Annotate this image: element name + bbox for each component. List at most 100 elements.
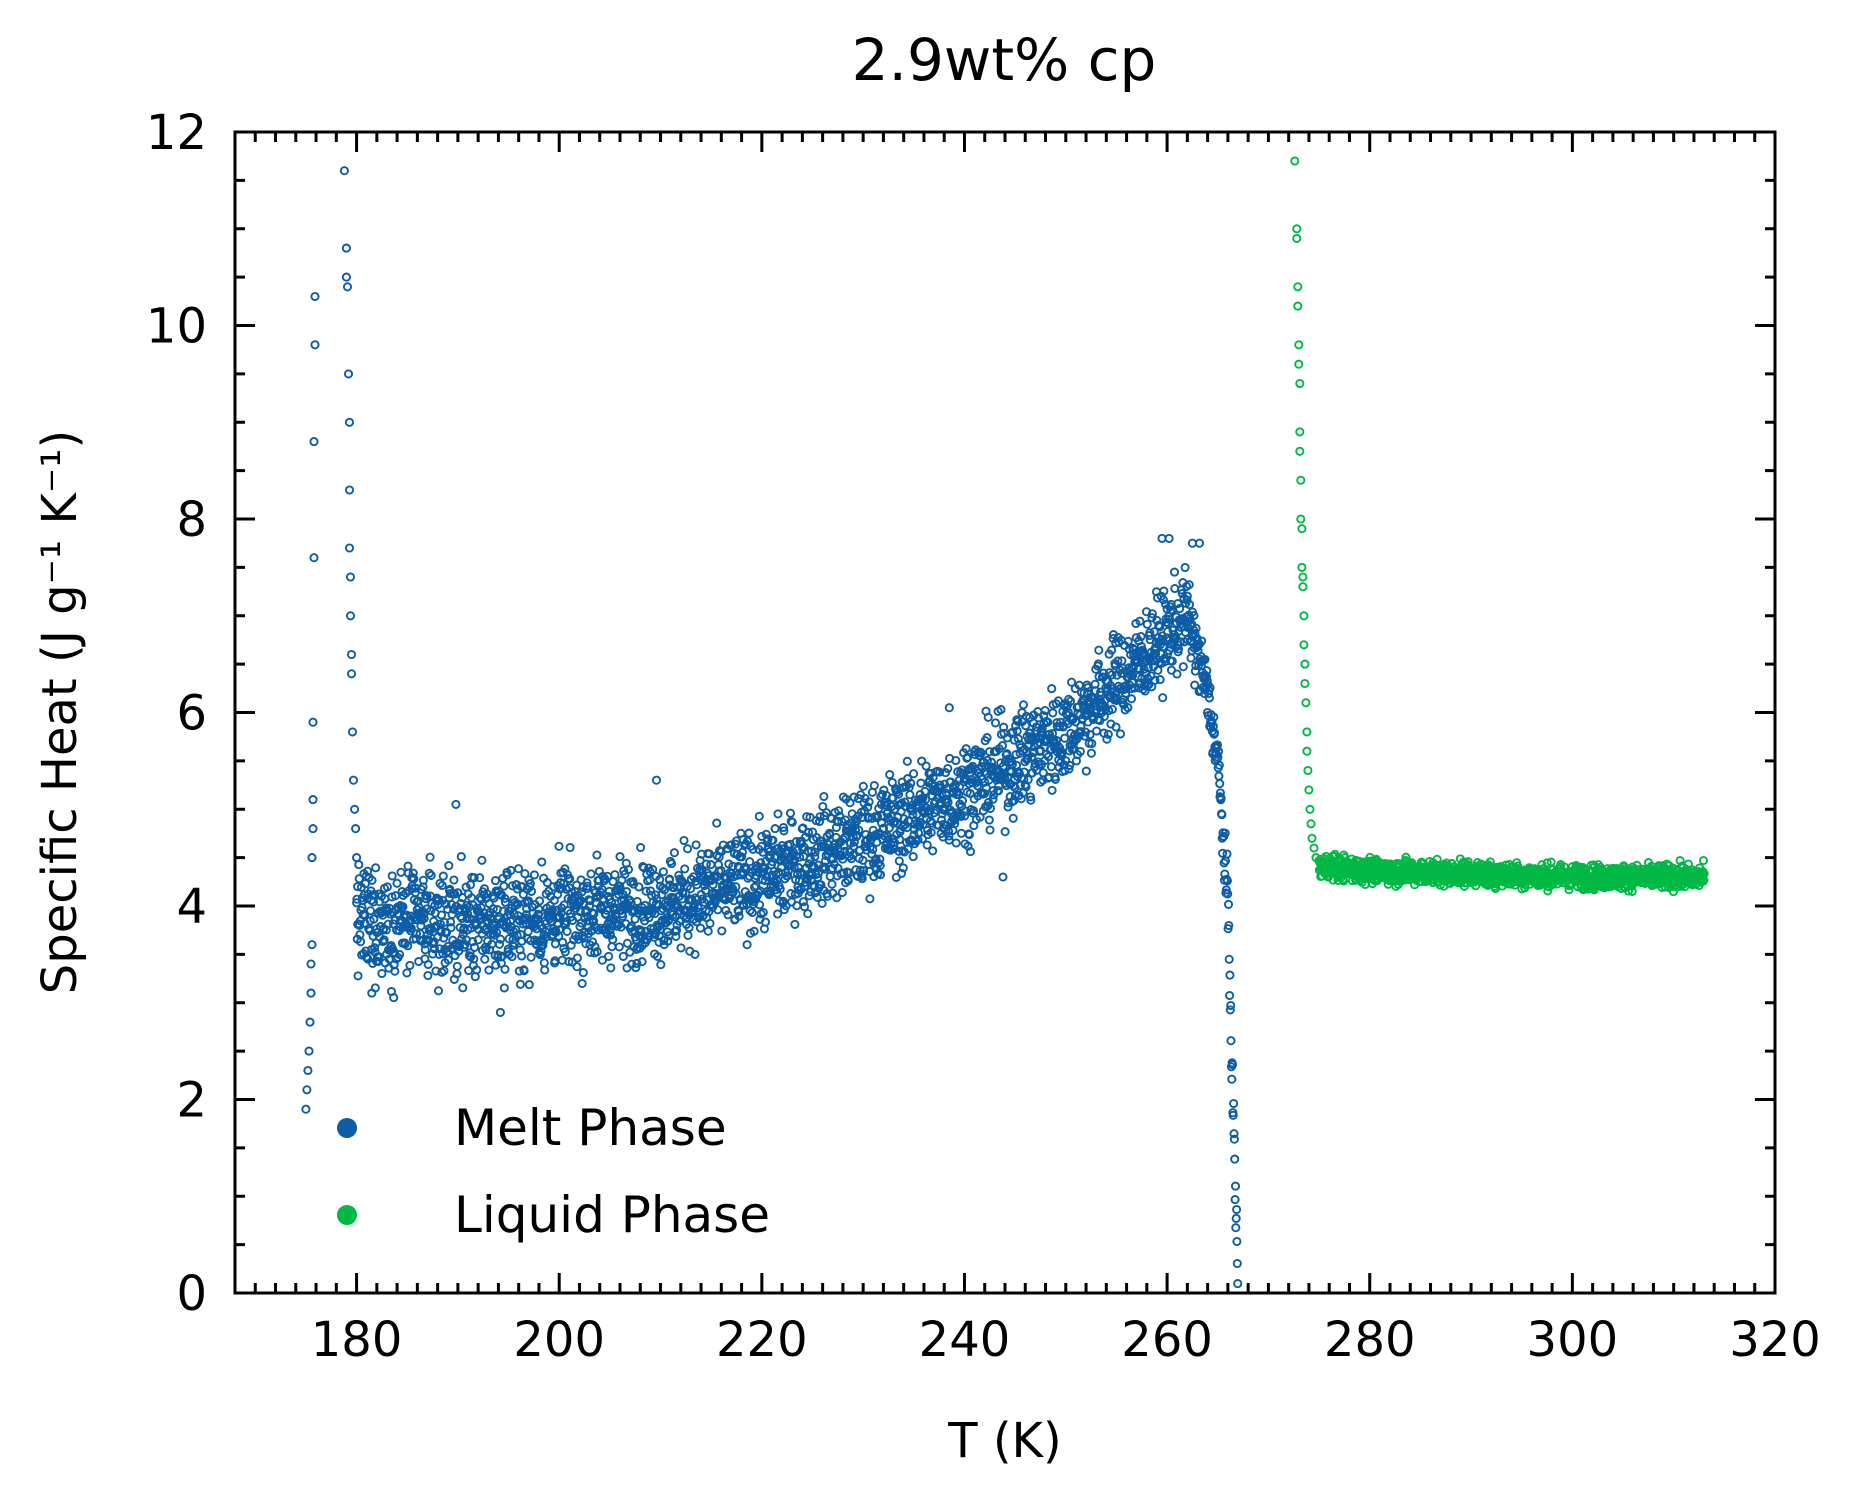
melt-phase-point — [986, 757, 997, 767]
melt-phase-point — [1229, 1098, 1239, 1109]
melt-phase-point — [791, 837, 801, 847]
melt-phase-point — [803, 909, 813, 919]
melt-phase-point — [339, 166, 349, 176]
melt-phase-point — [691, 840, 701, 850]
melt-phase-point — [519, 966, 529, 976]
melt-phase-point — [370, 943, 380, 953]
melt-phase-point — [819, 791, 829, 802]
x-tick-label: 240 — [919, 1312, 1011, 1368]
melt-phase-point — [1228, 1110, 1238, 1120]
melt-phase-point — [954, 782, 965, 792]
melt-phase-point — [1040, 705, 1050, 716]
melt-phase-point — [500, 897, 510, 907]
melt-phase-point — [1229, 1129, 1239, 1139]
melt-phase-point — [1074, 731, 1084, 741]
melt-phase-point — [301, 1104, 311, 1114]
melt-phase-point — [511, 925, 521, 935]
melt-phase-point — [517, 951, 527, 961]
melt-phase-point — [473, 935, 483, 945]
melt-phase-point — [921, 794, 931, 804]
melt-phase-point — [899, 814, 909, 824]
melt-phase-point — [477, 855, 487, 865]
melt-phase-point — [1067, 677, 1077, 687]
melt-phase-point — [703, 926, 713, 936]
melt-phase-point — [737, 852, 747, 862]
melt-phase-point — [1136, 631, 1146, 642]
melt-phase-point — [1142, 619, 1152, 629]
melt-phase-point — [505, 916, 516, 926]
melt-phase-point — [356, 937, 366, 947]
melt-phase-point — [1038, 768, 1048, 778]
melt-phase-point — [439, 917, 449, 927]
melt-phase-point — [618, 951, 628, 961]
liquid-phase-point — [1298, 572, 1308, 582]
melt-phase-point — [520, 869, 530, 879]
melt-phase-point — [935, 767, 945, 777]
melt-phase-point — [1194, 538, 1205, 548]
melt-phase-point — [928, 846, 938, 856]
melt-phase-point — [1232, 1258, 1242, 1269]
melt-phase-point — [449, 875, 459, 885]
melt-phase-point — [943, 826, 954, 836]
melt-phase-point — [812, 892, 822, 902]
melt-phase-point — [341, 243, 351, 253]
melt-phase-point — [306, 959, 316, 969]
y-tick-label: 6 — [176, 686, 207, 742]
melt-phase-point — [658, 883, 668, 893]
liquid-phase-point — [1295, 378, 1305, 389]
melt-phase-point — [537, 857, 547, 867]
liquid-phase-point — [1305, 804, 1315, 814]
melt-phase-point — [810, 847, 820, 857]
melt-phase-point — [861, 829, 871, 840]
melt-phase-point — [1135, 616, 1145, 626]
melt-phase-point — [608, 935, 618, 945]
melt-phase-point — [1126, 694, 1137, 704]
liquid-phase-point — [1304, 785, 1314, 795]
melt-phase-point — [1218, 848, 1228, 858]
melt-phase-point — [1161, 599, 1171, 609]
melt-phase-point — [852, 816, 862, 826]
melt-phase-point — [1209, 712, 1219, 722]
melt-phase-point — [425, 852, 435, 862]
melt-phase-point — [658, 867, 668, 877]
melt-phase-point — [868, 844, 878, 854]
melt-phase-point — [1085, 730, 1095, 740]
melt-phase-point — [944, 703, 954, 713]
melt-phase-point — [610, 870, 620, 880]
melt-phase-point — [996, 705, 1006, 715]
melt-phase-point — [409, 874, 419, 884]
melt-phase-point — [353, 882, 363, 892]
melt-phase-point — [875, 860, 885, 871]
melt-phase-point — [982, 733, 992, 743]
melt-phase-point — [740, 862, 750, 872]
melt-phase-point — [873, 858, 883, 868]
melt-phase-point — [615, 852, 625, 862]
melt-phase-point — [365, 906, 376, 916]
melt-phase-point — [1107, 645, 1117, 655]
liquid-phase-point — [1401, 852, 1411, 862]
melt-phase-point — [514, 864, 524, 874]
legend-label-melt-phase: Melt Phase — [454, 1099, 727, 1157]
melt-phase-point — [1011, 749, 1021, 760]
melt-phase-point — [304, 1046, 314, 1056]
melt-phase-point — [1087, 738, 1097, 749]
melt-phase-point — [435, 878, 445, 888]
melt-phase-point — [776, 863, 786, 873]
melt-phase-point — [634, 882, 644, 892]
liquid-phase-point — [1339, 876, 1349, 886]
melt-phase-point — [963, 752, 973, 762]
melt-phase-point — [469, 942, 480, 952]
melt-phase-point — [446, 899, 456, 909]
melt-phase-point — [597, 955, 607, 965]
melt-phase-point — [787, 817, 797, 827]
melt-phase-point — [308, 717, 318, 727]
melt-phase-point — [972, 781, 983, 791]
melt-phase-point — [437, 880, 447, 891]
melt-phase-point — [1157, 631, 1167, 641]
melt-phase-point — [604, 951, 614, 961]
melt-phase-point — [1013, 734, 1023, 744]
melt-phase-point — [308, 795, 318, 805]
melt-phase-point — [869, 780, 879, 791]
melt-phase-point — [526, 952, 536, 962]
